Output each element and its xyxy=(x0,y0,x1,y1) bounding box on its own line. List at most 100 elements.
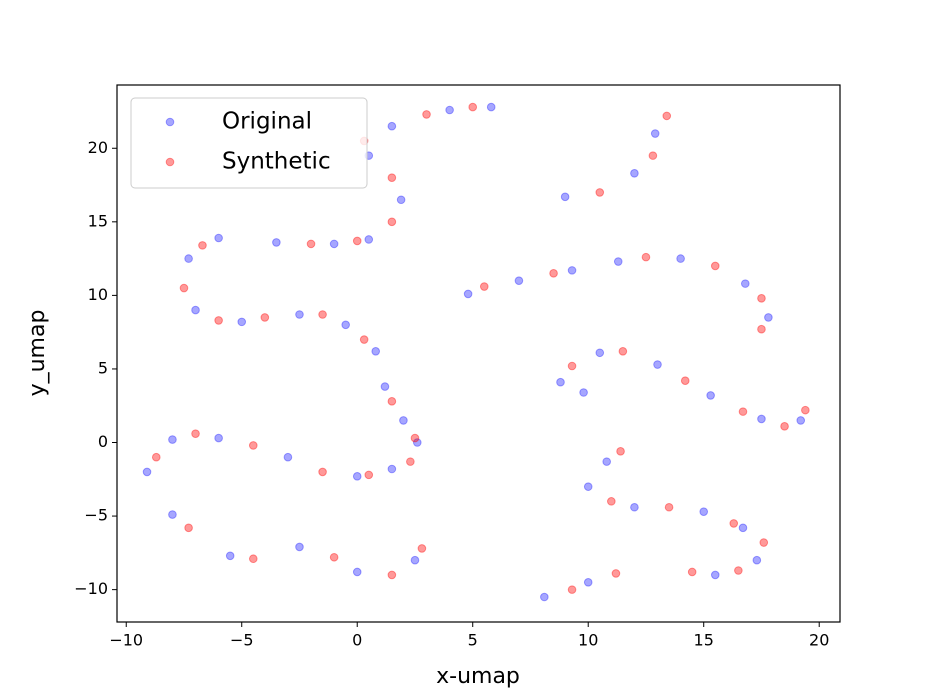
point xyxy=(567,361,577,371)
point xyxy=(214,233,223,243)
x-tick-label: −5 xyxy=(230,631,254,650)
point xyxy=(616,447,625,456)
legend-marker xyxy=(165,157,175,167)
point xyxy=(583,577,593,587)
point xyxy=(549,269,558,278)
point xyxy=(801,405,810,415)
point xyxy=(364,470,374,480)
point xyxy=(699,507,709,516)
point xyxy=(260,313,270,322)
legend-label: Original xyxy=(222,109,312,135)
point xyxy=(191,429,200,438)
point xyxy=(364,235,374,244)
point xyxy=(387,397,397,406)
point xyxy=(387,121,397,131)
point xyxy=(595,188,605,197)
y-tick-label: 15 xyxy=(88,211,108,230)
x-tick-label: −10 xyxy=(109,631,143,650)
point xyxy=(352,236,362,246)
point xyxy=(579,388,588,397)
point xyxy=(225,551,235,561)
y-tick-label: 5 xyxy=(98,358,108,377)
point xyxy=(142,467,152,477)
point xyxy=(630,168,639,178)
point xyxy=(567,585,577,594)
point xyxy=(680,376,690,386)
points xyxy=(142,102,810,602)
plot-frame xyxy=(116,84,841,623)
legend-marker xyxy=(165,117,175,127)
legend-label: Synthetic xyxy=(222,149,331,175)
point xyxy=(648,151,658,160)
x-axis-label: x-umap xyxy=(436,664,520,689)
x-tick-label: 10 xyxy=(578,631,598,650)
y-tick-label: 10 xyxy=(88,285,108,304)
point xyxy=(295,542,304,552)
point xyxy=(613,257,623,266)
point xyxy=(611,569,621,578)
y-tick-label: −5 xyxy=(84,506,108,525)
point xyxy=(738,407,748,416)
point xyxy=(662,111,672,121)
point xyxy=(387,570,397,580)
point xyxy=(295,310,304,319)
point xyxy=(184,523,193,533)
point xyxy=(359,335,369,344)
point xyxy=(214,433,223,443)
point xyxy=(738,523,748,533)
point xyxy=(248,441,258,450)
point xyxy=(567,266,577,275)
point xyxy=(214,316,223,325)
point xyxy=(445,105,454,115)
point xyxy=(329,552,339,562)
point xyxy=(184,254,193,263)
point xyxy=(396,195,406,205)
point xyxy=(486,102,496,112)
point xyxy=(168,510,177,519)
y-axis-label: y_umap xyxy=(25,310,50,397)
point xyxy=(306,239,316,249)
point xyxy=(757,294,766,303)
point xyxy=(710,570,720,580)
point xyxy=(417,544,427,553)
point xyxy=(618,346,628,356)
point xyxy=(399,416,408,425)
legend: Original Synthetic xyxy=(130,97,368,189)
point xyxy=(740,279,750,288)
point xyxy=(650,129,660,138)
point xyxy=(729,519,739,528)
point xyxy=(406,457,415,466)
point xyxy=(653,360,662,369)
point xyxy=(412,438,422,447)
point xyxy=(759,538,769,547)
point xyxy=(706,391,715,400)
point xyxy=(329,239,339,249)
point xyxy=(463,289,473,299)
y-tick-label: −10 xyxy=(74,579,108,598)
point xyxy=(607,497,616,506)
point xyxy=(687,567,697,577)
point xyxy=(371,346,381,356)
point xyxy=(151,452,161,462)
point xyxy=(630,502,639,512)
point xyxy=(341,320,350,330)
point xyxy=(734,566,743,575)
point xyxy=(318,310,327,319)
point xyxy=(380,382,390,391)
point xyxy=(757,414,766,424)
x-tick-label: 15 xyxy=(694,631,714,650)
point xyxy=(796,416,806,425)
point xyxy=(352,472,362,481)
point xyxy=(179,283,189,293)
point xyxy=(676,254,685,263)
point xyxy=(595,348,605,358)
legend-box xyxy=(130,97,368,189)
point xyxy=(248,554,258,564)
point xyxy=(272,238,281,247)
point xyxy=(514,276,524,285)
point xyxy=(757,324,766,334)
point xyxy=(198,241,207,250)
point xyxy=(710,261,720,271)
x-tick-label: 5 xyxy=(468,631,478,650)
